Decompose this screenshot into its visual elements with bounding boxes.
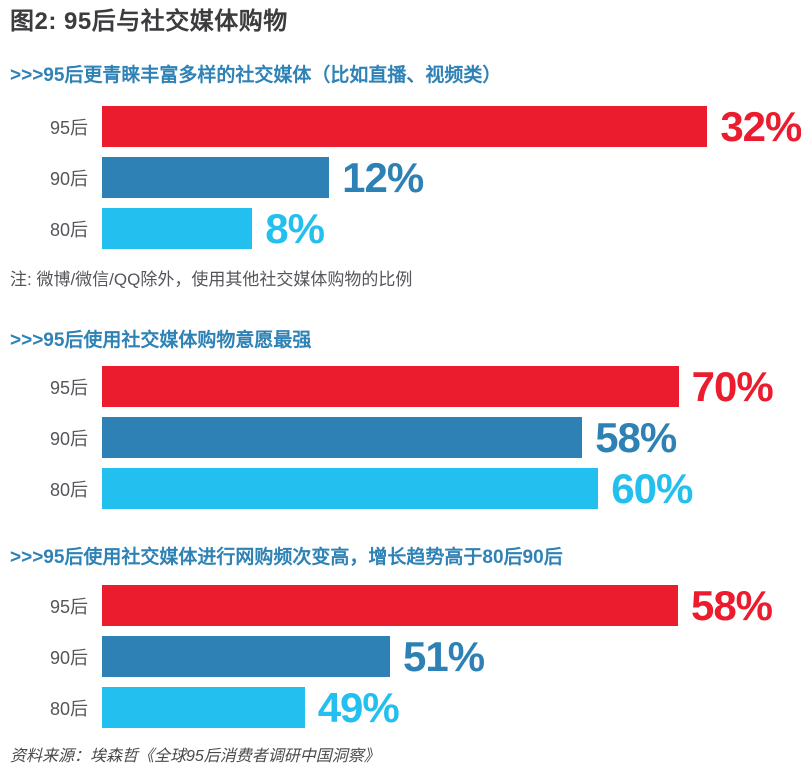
- value-label: 49%: [317, 684, 400, 731]
- value-label: 32%: [720, 103, 801, 150]
- chart-section-3: >>>95后使用社交媒体进行网购频次变高，增长趋势高于80后90后 95后 58% 9…: [10, 546, 801, 731]
- bar: [102, 636, 390, 677]
- bar-row: 90后 58%: [10, 414, 801, 461]
- category-label: 95后: [49, 117, 88, 138]
- bar-chart: 95后 70% 90后 58% 80后 60%: [10, 363, 801, 512]
- chart-sections: >>>95后更青睐丰富多样的社交媒体（比如直播、视频类） 95后 32% 90后 12%…: [10, 64, 801, 731]
- bar-row: 90后 12%: [10, 154, 801, 201]
- source-citation: 资料来源：埃森哲《全球95后消费者调研中国洞察》: [10, 748, 380, 765]
- bar-row: 80后 8%: [10, 205, 801, 252]
- bar-row: 95后 70%: [10, 363, 801, 410]
- chart-section-1: >>>95后更青睐丰富多样的社交媒体（比如直播、视频类） 95后 32% 90后 12%…: [10, 64, 801, 292]
- page-title: 图2: 95后与社交媒体购物: [10, 8, 288, 35]
- bar-chart: 95后 32% 90后 12% 80后 8%: [10, 103, 801, 252]
- section-title: >>>95后更青睐丰富多样的社交媒体（比如直播、视频类）: [10, 65, 502, 86]
- bar-track: 70%: [102, 363, 801, 410]
- bar-track: 32%: [102, 103, 801, 150]
- bar-track: 60%: [102, 465, 801, 512]
- category-label: 80后: [49, 219, 88, 240]
- bar-track: 49%: [102, 684, 801, 731]
- chart-section-2: >>>95后使用社交媒体购物意愿最强 95后 70% 90后 58% 80后 60%: [10, 329, 801, 512]
- bar-row: 80后 60%: [10, 465, 801, 512]
- bar-track: 58%: [102, 414, 801, 461]
- bar-track: 51%: [102, 633, 801, 680]
- bar: [102, 417, 583, 458]
- chart-note: 注: 微博/微信/QQ除外，使用其他社交媒体购物的比例: [10, 270, 413, 289]
- category-label: 95后: [49, 596, 88, 617]
- bar: [102, 157, 330, 198]
- value-label: 12%: [342, 154, 424, 201]
- bar: [102, 687, 305, 728]
- category-label: 80后: [49, 698, 88, 719]
- category-label: 90后: [49, 647, 88, 668]
- category-label: 95后: [49, 377, 88, 398]
- category-label: 90后: [49, 168, 88, 189]
- bar-track: 8%: [102, 205, 801, 252]
- bar: [102, 585, 678, 626]
- bar-chart: 95后 58% 90后 51% 80后 49%: [10, 582, 801, 731]
- bar: [102, 468, 599, 509]
- bar-track: 58%: [102, 582, 801, 629]
- bar-row: 80后 49%: [10, 684, 801, 731]
- bar-row: 95后 32%: [10, 103, 801, 150]
- section-title: >>>95后使用社交媒体购物意愿最强: [10, 330, 312, 351]
- value-label: 51%: [402, 633, 485, 680]
- bar: [102, 208, 253, 249]
- section-title: >>>95后使用社交媒体进行网购频次变高，增长趋势高于80后90后: [10, 547, 563, 568]
- bar-track: 12%: [102, 154, 801, 201]
- bar-row: 90后 51%: [10, 633, 801, 680]
- category-label: 80后: [49, 479, 88, 500]
- bar: [102, 106, 708, 147]
- value-label: 58%: [595, 414, 677, 461]
- bar: [102, 366, 679, 407]
- value-label: 70%: [691, 363, 774, 410]
- value-label: 60%: [611, 465, 693, 512]
- category-label: 90后: [49, 428, 88, 449]
- bar-row: 95后 58%: [10, 582, 801, 629]
- value-label: 8%: [265, 205, 325, 252]
- value-label: 58%: [690, 582, 773, 629]
